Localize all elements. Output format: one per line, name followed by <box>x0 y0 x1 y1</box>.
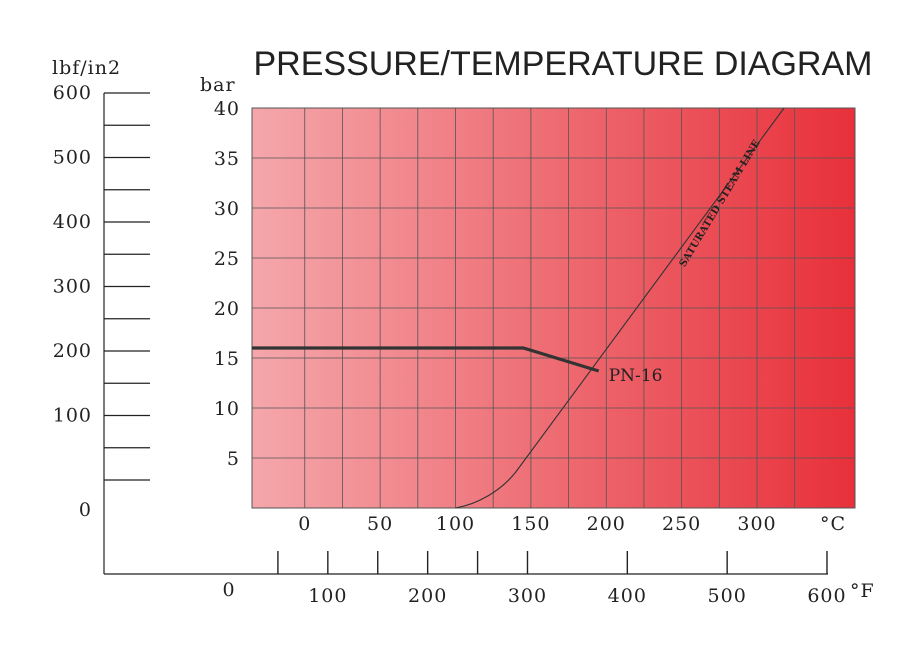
psi-tick-label: 600 <box>53 82 92 104</box>
celsius-tick-label: 0 <box>298 513 311 535</box>
psi-tick-label: 100 <box>53 405 92 427</box>
bar-tick-label: 10 <box>214 398 240 420</box>
celsius-axis-unit: °C <box>820 513 846 535</box>
fahrenheit-tick-label: 500 <box>708 585 747 607</box>
bar-tick-label: 15 <box>214 348 240 370</box>
celsius-tick-label: 200 <box>587 513 626 535</box>
celsius-tick-label: 250 <box>662 513 701 535</box>
fahrenheit-tick-label: 200 <box>408 585 447 607</box>
celsius-tick-label: 150 <box>511 513 550 535</box>
plot-border <box>251 107 856 509</box>
bar-tick-label: 5 <box>227 448 240 470</box>
fahrenheit-tick-label: 300 <box>508 585 547 607</box>
psi-tick-label: 200 <box>53 340 92 362</box>
chart-title: PRESSURE/TEMPERATURE DIAGRAM <box>253 45 872 83</box>
axes <box>103 93 828 575</box>
fahrenheit-tick-label: 100 <box>308 585 347 607</box>
celsius-tick-label: 50 <box>367 513 393 535</box>
psi-axis-unit: lbf/in2 <box>52 57 121 79</box>
psi-tick-label: 300 <box>53 276 92 298</box>
bar-tick-label: 35 <box>214 148 240 170</box>
bar-tick-label: 20 <box>214 298 240 320</box>
bar-tick-label: 30 <box>214 198 240 220</box>
bar-tick-label: 25 <box>214 248 240 270</box>
fahrenheit-tick-label: 400 <box>608 585 647 607</box>
fahrenheit-axis-unit: °F <box>850 580 875 602</box>
pn16-line <box>252 346 600 373</box>
psi-tick-label: 0 <box>79 499 92 521</box>
celsius-tick-label: 300 <box>737 513 776 535</box>
fahrenheit-tick-label: 600 <box>807 585 846 607</box>
psi-tick-label: 400 <box>53 211 92 233</box>
saturated-steam-line <box>455 107 785 509</box>
celsius-tick-label: 100 <box>436 513 475 535</box>
fahrenheit-tick-label: 0 <box>222 579 235 601</box>
pn16-label: PN-16 <box>609 366 663 386</box>
grid-lines <box>251 107 856 509</box>
psi-tick-label: 500 <box>53 147 92 169</box>
bar-tick-label: 40 <box>214 98 240 120</box>
bar-axis-unit: bar <box>200 74 236 96</box>
